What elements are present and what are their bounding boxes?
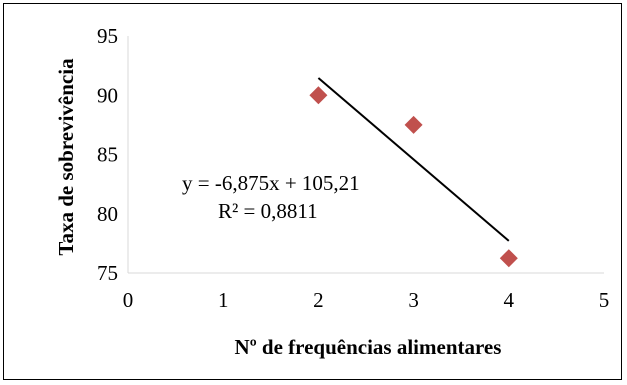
trendline-r-squared: R² = 0,8811 <box>218 199 318 223</box>
x-tick-label: 2 <box>313 288 324 312</box>
x-tick-label: 0 <box>123 288 134 312</box>
y-axis-title: Taxa de sobrevivência <box>54 58 78 256</box>
data-point <box>404 115 423 134</box>
y-tick-label: 85 <box>97 143 118 167</box>
trendline <box>317 77 510 242</box>
y-tick-label: 95 <box>97 24 118 48</box>
trendline-equation: y = -6,875x + 105,21 <box>182 171 360 195</box>
x-tick-label: 5 <box>599 288 610 312</box>
trendline-group <box>317 77 510 242</box>
x-tick-label: 4 <box>504 288 515 312</box>
x-axis-title: Nº de frequências alimentares <box>235 335 502 359</box>
x-tick-labels: 0 1 2 3 4 5 <box>123 288 610 312</box>
data-point <box>499 249 518 268</box>
y-tick-label: 90 <box>97 83 118 107</box>
axes <box>127 36 604 274</box>
y-tick-label: 75 <box>97 261 118 285</box>
chart-frame <box>3 3 622 380</box>
y-tick-labels: 75 80 85 90 95 <box>97 24 118 285</box>
x-tick-label: 1 <box>218 288 229 312</box>
data-points <box>309 86 518 268</box>
y-tick-label: 80 <box>97 202 118 226</box>
data-point <box>309 86 328 105</box>
x-tick-label: 3 <box>408 288 419 312</box>
